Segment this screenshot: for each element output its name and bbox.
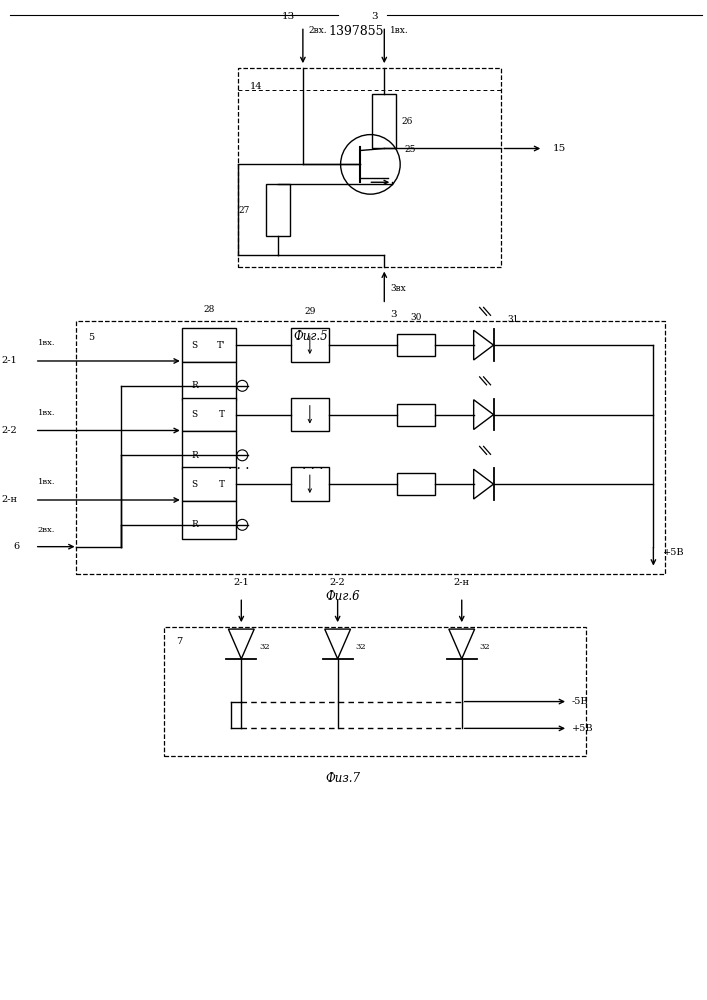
Bar [266,184,290,236]
Text: T': T' [217,341,226,350]
Bar [182,431,236,469]
Text: 29: 29 [304,307,315,316]
Text: Физ.7: Физ.7 [325,772,360,785]
Text: T: T [218,480,224,489]
Text: 2вх.: 2вх. [309,26,327,35]
Text: 28: 28 [204,305,215,314]
Bar [182,362,236,400]
Text: 13: 13 [281,12,295,21]
Text: S: S [192,410,198,419]
Text: 2-2: 2-2 [329,578,346,587]
Bar [397,334,435,356]
Text: 6: 6 [13,542,20,551]
Text: +5В: +5В [663,548,685,557]
Text: 2-н: 2-н [454,578,469,587]
Text: 15: 15 [553,144,566,153]
Text: 3: 3 [372,12,378,21]
Text: Фиг.5: Фиг.5 [293,330,327,343]
Bar [238,68,501,267]
Text: S: S [192,480,198,489]
Text: 1вх.: 1вх. [390,26,409,35]
Text: 7: 7 [176,637,182,646]
Text: R: R [192,451,198,460]
Text: 1вх.: 1вх. [37,339,55,347]
Text: T: T [218,410,224,419]
Text: 32: 32 [259,643,270,651]
Text: +5В: +5В [572,724,594,733]
Bar [291,398,329,431]
Text: 31: 31 [508,315,519,324]
Bar [373,94,396,148]
Text: 3вх: 3вх [390,284,406,293]
Text: 1397855: 1397855 [329,25,384,38]
Text: R: R [192,520,198,529]
Text: 1вх.: 1вх. [37,409,55,417]
Bar [164,627,586,756]
Text: 3: 3 [390,310,397,319]
Text: 2-н: 2-н [1,495,17,504]
Text: 25: 25 [404,145,416,154]
Bar [182,398,236,431]
Text: 26: 26 [401,117,413,126]
Text: 32: 32 [356,643,366,651]
Text: 2-2: 2-2 [1,426,17,435]
Bar [291,328,329,362]
Bar [76,321,665,574]
Bar [397,404,435,426]
Text: 2вх.: 2вх. [37,526,55,534]
Bar [182,467,236,501]
Text: 5: 5 [88,333,95,342]
Text: 32: 32 [479,643,490,651]
Text: 2-1: 2-1 [1,356,17,365]
Text: -5В: -5В [572,697,589,706]
Text: Фиг.6: Фиг.6 [325,590,360,603]
Text: 1вх.: 1вх. [37,478,55,486]
Text: R: R [192,381,198,390]
Text: . . .: . . . [302,458,324,472]
Bar [397,473,435,495]
Text: 27: 27 [239,206,250,215]
Bar [182,501,236,539]
Text: S: S [192,341,198,350]
Text: . . .: . . . [228,458,249,472]
Text: 2-1: 2-1 [233,578,249,587]
Bar [291,467,329,501]
Text: 14: 14 [250,82,263,91]
Bar [182,328,236,362]
Text: 30: 30 [410,313,422,322]
